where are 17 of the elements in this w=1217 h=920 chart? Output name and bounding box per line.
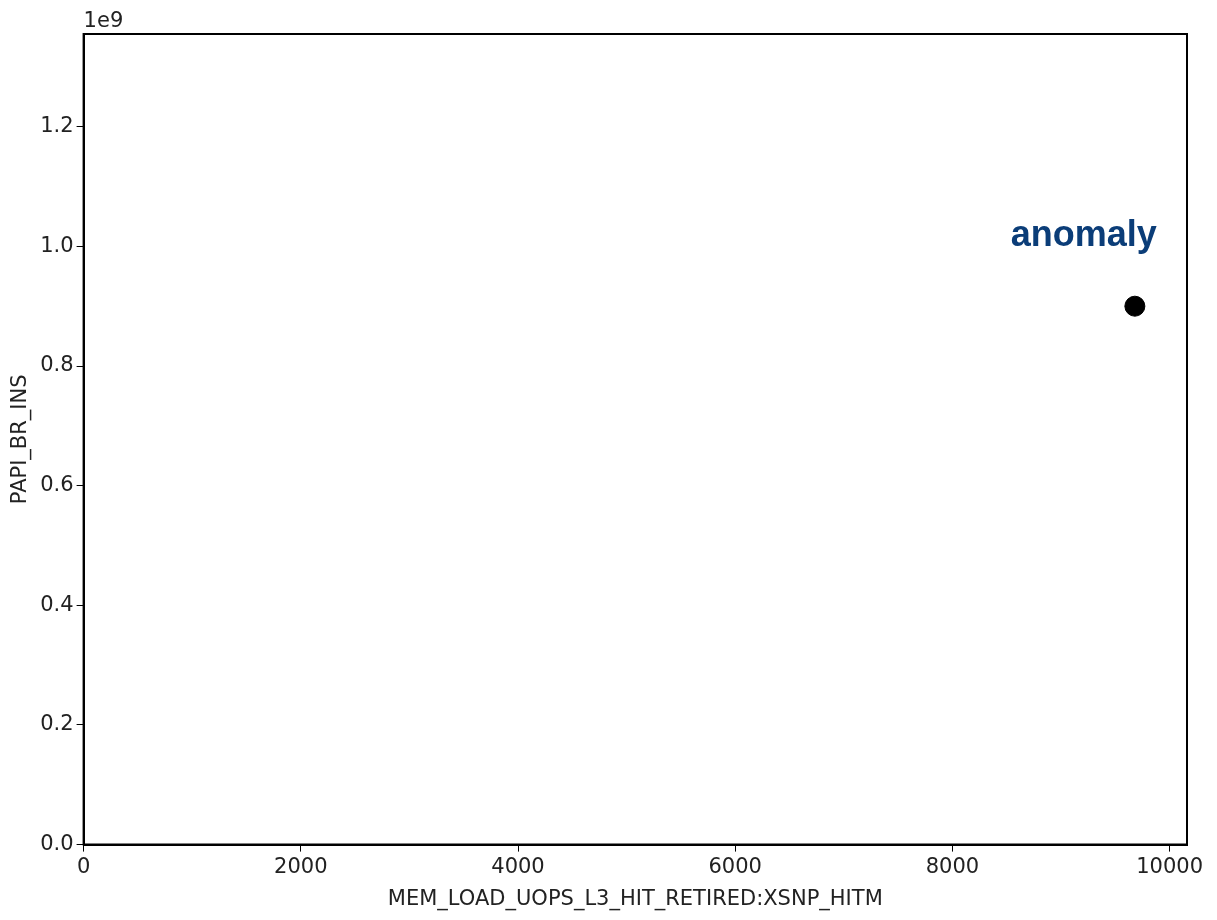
x-tick-label: 4000 (491, 853, 545, 878)
annotation: anomaly (1010, 213, 1157, 255)
y-axis-title: PAPI_BR_INS (7, 374, 33, 505)
x-tick-label: 8000 (925, 853, 980, 878)
y-tick-label: 1.2 (40, 113, 74, 138)
x-tick-label: 10000 (1136, 853, 1204, 878)
text: 1e9 (83, 7, 124, 32)
y-tick-label: 0.8 (40, 352, 74, 377)
y-tick-label: 0.4 (40, 591, 74, 616)
y-tick-label: 0.6 (40, 472, 74, 497)
y-tick-label: 0.0 (40, 831, 74, 856)
x-tick-label: 0 (76, 853, 91, 878)
x-tick-label: 6000 (708, 853, 762, 878)
x-tick-label: 2000 (274, 853, 328, 878)
x-axis-title: MEM_LOAD_UOPS_L3_HIT_RETIRED:XSNP_HITM (387, 885, 883, 911)
y-tick-label: 1.0 (40, 232, 74, 257)
y-tick-label: 0.2 (40, 711, 74, 736)
